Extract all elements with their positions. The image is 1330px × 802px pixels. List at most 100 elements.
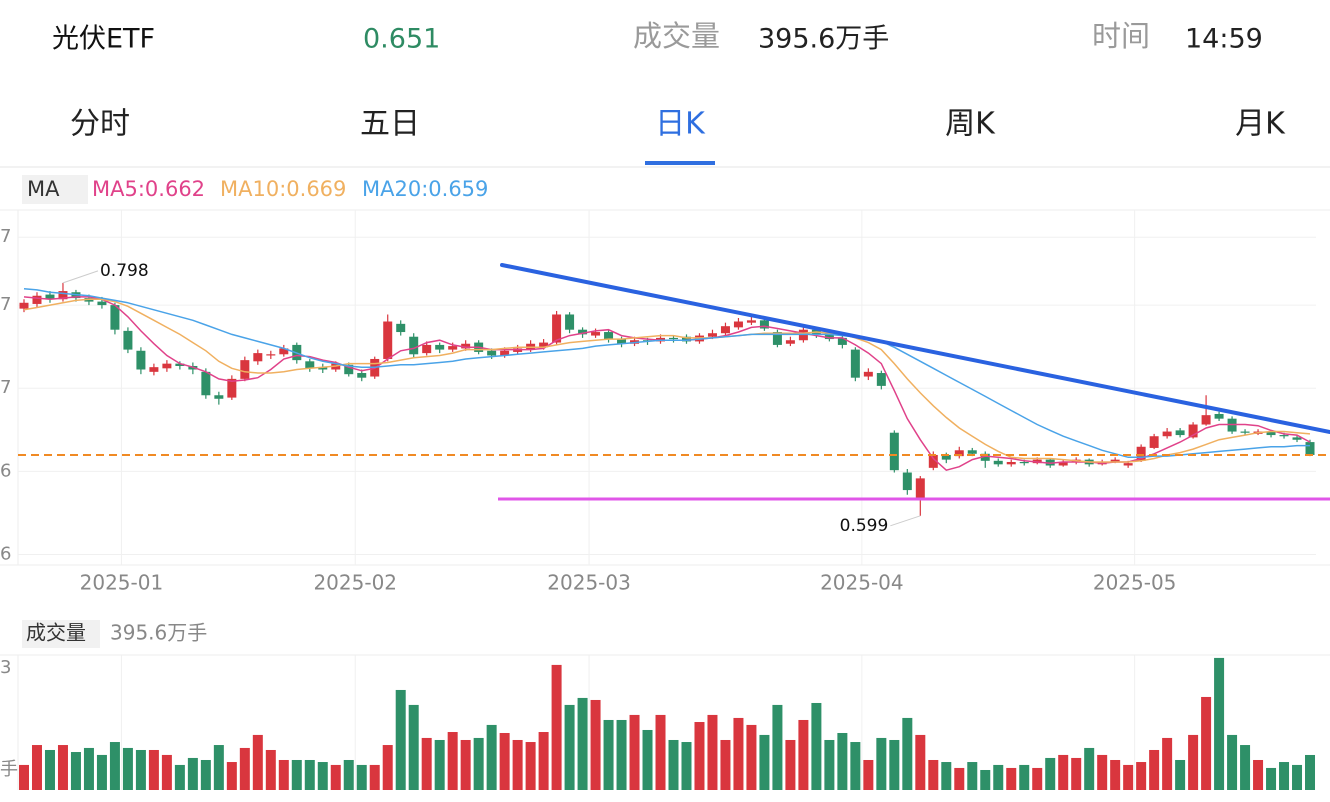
time: 14:59 [1185,24,1263,55]
volume: 395.6万手 [758,24,889,55]
volume-bar [551,664,562,790]
volume-bar [902,717,913,790]
volume-bar [317,762,328,790]
tab[interactable]: 月K [1235,107,1286,142]
volume-bar [265,749,276,790]
legend-entry: MA20:0.659 [362,177,488,201]
candle-body [863,371,873,377]
volume-bar [577,697,588,790]
candle-body [1019,461,1029,464]
volume-bar [512,739,523,790]
candle-body [824,333,834,340]
candle-body [45,294,55,300]
volume-bar [395,689,406,790]
candle-body [954,450,964,457]
tab[interactable]: 五日 [360,107,420,142]
volume-bar [850,742,861,790]
legend-entry: MA10:0.669 [220,177,346,201]
y-tick-label: 6 [0,460,11,481]
volume-bar [993,764,1004,790]
volume-bar [19,764,29,790]
volume-bar [837,732,848,790]
ma-lines [23,287,1311,472]
volume-bar [967,762,978,790]
volume-bar [1149,749,1160,790]
volume-bar [655,714,666,790]
ma-line [23,296,1311,472]
volume-bar [564,704,575,790]
volume-bar [343,759,354,790]
volume-bar [785,739,796,790]
volume-bar [1045,757,1056,790]
volume-bar [694,722,705,790]
tab[interactable]: 日K [655,107,706,142]
legend-title: MA [27,177,60,201]
volume-bar [1019,764,1030,790]
volume-bar [772,704,783,790]
y-tick-label: 7 [0,377,11,398]
x-tick-label: 2025-03 [547,571,631,595]
volume-label: 成交量 [633,19,720,53]
volume-bar [109,742,120,790]
candle-body [1201,415,1211,425]
candle-body [123,330,133,350]
volume-bar [44,749,55,790]
volume-bar [863,759,874,790]
candle-body [1058,461,1068,466]
volume-bar [239,747,250,790]
volume-bar [1084,747,1095,790]
price-grid: 7 7 7 6 6 2025-01 2025-02 2025-03 2025-04 2025-05 [0,210,1316,790]
volume-bar [447,732,458,790]
volume-bar [278,759,289,790]
candle-body [58,291,68,300]
candle-body [435,344,445,350]
volume-bar [434,739,445,790]
candle-body [487,350,497,356]
ma-line [23,287,1310,459]
candle-body [266,354,276,356]
volume-bar [811,702,822,790]
volume-bar [1123,764,1134,790]
candle-body [720,326,730,334]
candle-body [227,378,237,398]
candle-body [980,453,990,461]
tab[interactable]: 分时 [70,107,130,142]
volume-bar [915,734,926,790]
volume-bar [629,714,640,790]
candle-body [941,454,951,460]
volume-bar [200,759,211,790]
candle-body [604,332,614,340]
volume-bar [382,745,393,790]
volume-bar [1240,745,1251,790]
candle-body [1136,446,1146,461]
volume-bar [1058,754,1069,790]
volume-bar [889,739,900,790]
x-tick-label: 2025-01 [80,571,164,595]
volume-bar [590,699,601,790]
candle-body [279,348,289,355]
volume-bar [525,742,536,790]
volume-bar [486,724,497,790]
volume-bar [460,739,471,790]
candle-body [539,342,549,348]
volume-bar [733,717,744,790]
tab[interactable]: 周K [945,107,996,142]
volume-bar [1279,762,1290,790]
volume-bar [1136,762,1147,790]
volume-bar [1175,759,1186,790]
candle-body [1123,463,1133,466]
candle-body [746,320,756,323]
candle-body [357,373,367,378]
candle-body [617,339,627,344]
volume-bar [83,747,94,790]
volume-bar [291,759,302,790]
volume-bar [70,752,81,790]
volume-value: 395.6万手 [110,621,207,645]
volume-bar [499,732,510,790]
candle-body [1214,413,1224,419]
volume-bar [148,749,159,790]
volume-bar [616,719,627,790]
legend-entry: MA5:0.662 [92,177,205,201]
candle-body [1240,431,1250,433]
